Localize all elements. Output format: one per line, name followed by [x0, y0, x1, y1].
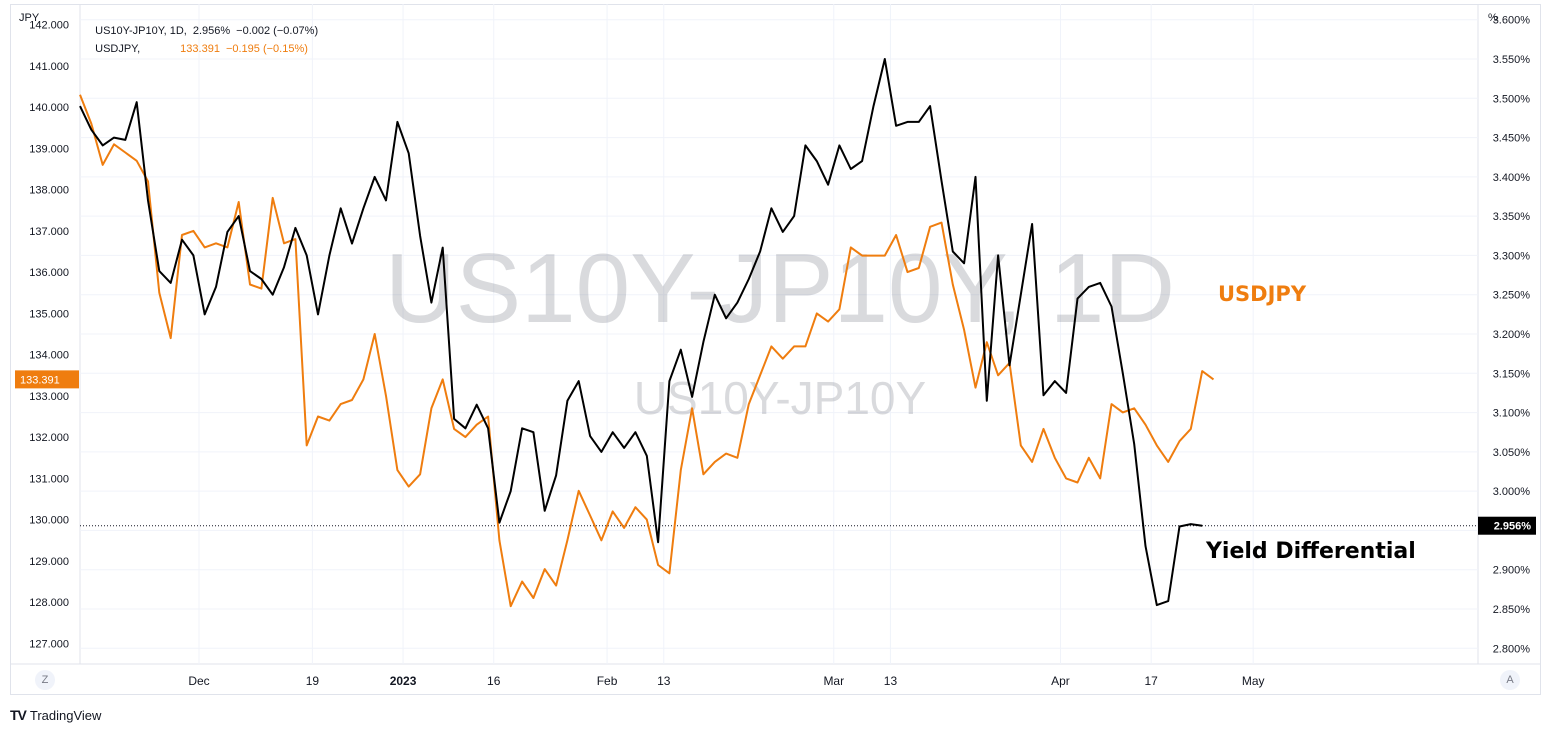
- right-tick-label: 3.400%: [1493, 172, 1531, 184]
- legend-usdjpy-symbol: USDJPY,: [95, 43, 141, 55]
- tradingview-logo-icon: TV: [10, 707, 27, 723]
- legend-usdjpy-change: −0.195 (−0.15%): [225, 43, 308, 55]
- usdjpy-last-tag: [15, 370, 79, 389]
- legend-yield-symbol: US10Y-JP10Y, 1D,: [95, 25, 187, 37]
- time-tick-label: 19: [306, 674, 320, 688]
- right-tick-label: 3.150%: [1493, 368, 1531, 380]
- left-tick-label: 135.000: [29, 308, 69, 320]
- series-line-usdjpy: [79, 94, 1215, 608]
- right-tick-label: 3.200%: [1493, 329, 1531, 341]
- right-tick-label: 3.350%: [1493, 211, 1531, 223]
- time-tick-label: 17: [1144, 674, 1158, 688]
- legend-yield-spread[interactable]: US10Y-JP10Y, 1D, 2.956% −0.002 (−0.07%): [89, 13, 324, 37]
- time-axis: Dec 19 2023 16 Feb 13 Mar 13 Apr 17 May: [188, 674, 1264, 688]
- time-tick-label: Dec: [188, 674, 209, 688]
- left-tick-label: 130.000: [29, 515, 69, 527]
- left-price-axis: 142.000 141.000 140.000 139.000 138.000 137.0…: [29, 20, 69, 651]
- left-tick-label: 127.000: [29, 638, 69, 650]
- last-value-tags: 133.391 2.956%: [15, 370, 1536, 535]
- right-tick-label: 2.850%: [1493, 604, 1531, 616]
- time-tick-label: Mar: [823, 674, 844, 688]
- watermark-sub: US10Y-JP10Y: [634, 372, 926, 424]
- time-tick-label: 2023: [390, 674, 417, 688]
- time-tick-label: 13: [884, 674, 898, 688]
- right-tick-label: 3.100%: [1493, 408, 1531, 420]
- watermark-main: US10Y-JP10Y, 1D: [385, 233, 1175, 343]
- series-layer: [79, 58, 1215, 608]
- time-tick-label: Feb: [597, 674, 618, 688]
- legend-usdjpy-value: 133.391: [180, 43, 220, 55]
- left-axis-unit: JPY: [19, 12, 40, 24]
- watermark: US10Y-JP10Y, 1D US10Y-JP10Y: [385, 233, 1175, 424]
- chart-frame: [10, 4, 1541, 695]
- left-tick-label: 139.000: [29, 143, 69, 155]
- time-tick-label: 16: [487, 674, 501, 688]
- time-tick-label: Apr: [1051, 674, 1070, 688]
- left-tick-label: 132.000: [29, 432, 69, 444]
- yield-last-tag-text: 2.956%: [1494, 521, 1532, 533]
- timezone-button[interactable]: Z: [35, 670, 55, 690]
- right-tick-label: 3.600%: [1493, 15, 1531, 27]
- right-tick-label: 3.550%: [1493, 54, 1531, 66]
- tradingview-wordmark: TradingView: [29, 707, 102, 723]
- legend-yield-change: −0.002 (−0.07%): [236, 25, 319, 37]
- right-tick-label: 3.050%: [1493, 447, 1531, 459]
- left-tick-label: 138.000: [29, 185, 69, 197]
- yield-differential-annotation: Yield Differential: [1205, 539, 1416, 564]
- left-tick-label: 128.000: [29, 597, 69, 609]
- right-tick-label: 3.000%: [1493, 486, 1531, 498]
- usdjpy-last-tag-text: 133.391: [20, 374, 60, 386]
- right-tick-label: 3.500%: [1493, 93, 1531, 105]
- right-tick-label: 3.450%: [1493, 133, 1531, 145]
- grid: [10, 4, 1541, 665]
- right-price-axis: 3.600% 3.550% 3.500% 3.450% 3.400% 3.350% 3.30…: [1493, 15, 1531, 656]
- left-tick-label: 131.000: [29, 473, 69, 485]
- left-tick-label: 134.000: [29, 350, 69, 362]
- series-line-yield-spread: [79, 58, 1203, 607]
- left-tick-label: 142.000: [29, 20, 69, 32]
- left-tick-label: 136.000: [29, 267, 69, 279]
- time-tick-label: May: [1242, 674, 1265, 688]
- left-tick-label: 133.000: [29, 391, 69, 403]
- legend-yield-value: 2.956%: [192, 25, 231, 37]
- left-tick-label: 137.000: [29, 226, 69, 238]
- auto-scale-button[interactable]: A: [1500, 670, 1520, 690]
- legend-usdjpy[interactable]: USDJPY, 133.391 −0.195 (−0.15%): [89, 31, 314, 55]
- right-tick-label: 2.800%: [1493, 643, 1531, 655]
- right-tick-label: 2.900%: [1493, 565, 1531, 577]
- left-tick-label: 129.000: [29, 556, 69, 568]
- usdjpy-annotation: USDJPY: [1218, 282, 1307, 306]
- yield-last-tag: [1478, 516, 1536, 535]
- left-tick-label: 141.000: [29, 61, 69, 73]
- right-axis-unit: %: [1488, 12, 1498, 24]
- footer-branding[interactable]: TV TradingView: [10, 707, 101, 723]
- left-tick-label: 140.000: [29, 102, 69, 114]
- time-tick-label: 13: [657, 674, 671, 688]
- right-tick-label: 3.300%: [1493, 250, 1531, 262]
- right-tick-label: 3.250%: [1493, 290, 1531, 302]
